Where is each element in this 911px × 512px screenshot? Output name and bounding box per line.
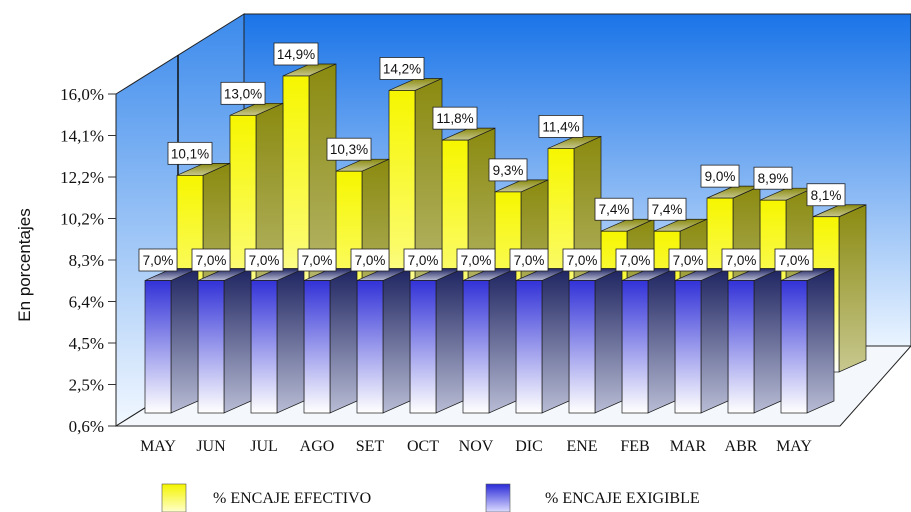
svg-text:7,0%: 7,0% bbox=[355, 253, 386, 268]
svg-text:7,0%: 7,0% bbox=[196, 253, 227, 268]
svg-text:7,0%: 7,0% bbox=[567, 253, 598, 268]
svg-text:9,0%: 9,0% bbox=[705, 169, 736, 184]
y-tick-label: 2,5% bbox=[69, 376, 104, 395]
x-tick-label: OCT bbox=[407, 438, 439, 455]
bar-exigible bbox=[674, 267, 729, 414]
data-labels: 10,1% 13,0% 14,9% 10,3% 14,2% 11,8% 9,3% 11,4% 7… bbox=[138, 42, 846, 272]
legend-label-exigible: % ENCAJE EXIGIBLE bbox=[545, 490, 700, 507]
data-label-efectivo: 14,9% bbox=[273, 42, 319, 66]
data-label-exigible: 7,0% bbox=[562, 248, 602, 272]
x-tick-label: MAR bbox=[670, 438, 707, 455]
svg-text:7,0%: 7,0% bbox=[143, 253, 174, 268]
legend-swatch-exigible bbox=[485, 483, 511, 512]
bar-exigible bbox=[144, 267, 199, 414]
x-tick-label: FEB bbox=[620, 438, 649, 455]
x-tick-label: MAY bbox=[140, 438, 176, 455]
data-label-exigible: 7,0% bbox=[774, 248, 814, 272]
data-label-exigible: 7,0% bbox=[615, 248, 655, 272]
data-label-efectivo: 7,4% bbox=[647, 197, 687, 221]
data-label-efectivo: 11,8% bbox=[432, 106, 478, 130]
svg-text:7,0%: 7,0% bbox=[461, 253, 492, 268]
bar-exigible bbox=[621, 267, 676, 414]
data-label-exigible: 7,0% bbox=[668, 248, 708, 272]
svg-text:8,1%: 8,1% bbox=[811, 188, 842, 203]
x-tick-label: DIC bbox=[515, 438, 543, 455]
legend-swatch-efectivo bbox=[161, 483, 187, 512]
bar-exigible bbox=[409, 267, 464, 414]
y-tick-label: 12,2% bbox=[60, 168, 104, 187]
x-tick-label: ABR bbox=[725, 438, 758, 455]
svg-text:7,0%: 7,0% bbox=[620, 253, 651, 268]
x-tick-label: AGO bbox=[300, 438, 335, 455]
data-label-exigible: 7,0% bbox=[721, 248, 761, 272]
bar-exigible bbox=[462, 267, 517, 414]
data-label-exigible: 7,0% bbox=[403, 248, 443, 272]
data-label-efectivo: 14,2% bbox=[379, 57, 425, 80]
data-label-exigible: 7,0% bbox=[297, 248, 337, 272]
y-tick-label: 0,6% bbox=[69, 417, 104, 436]
bar-exigible bbox=[250, 267, 305, 414]
data-label-efectivo: 10,1% bbox=[167, 141, 213, 165]
svg-text:7,0%: 7,0% bbox=[673, 253, 704, 268]
svg-text:7,0%: 7,0% bbox=[408, 253, 439, 268]
x-tick-label: JUL bbox=[250, 438, 278, 455]
bar-exigible bbox=[568, 267, 623, 414]
svg-text:10,1%: 10,1% bbox=[171, 146, 209, 161]
data-label-efectivo: 10,3% bbox=[326, 137, 372, 161]
svg-text:7,4%: 7,4% bbox=[652, 202, 683, 217]
x-tick-label: NOV bbox=[459, 438, 494, 455]
x-tick-label: SET bbox=[356, 438, 385, 455]
svg-text:10,3%: 10,3% bbox=[330, 142, 368, 157]
y-tick-label: 4,5% bbox=[69, 334, 104, 353]
y-axis-label: En porcentajes bbox=[15, 208, 34, 321]
data-label-exigible: 7,0% bbox=[191, 248, 231, 272]
data-label-efectivo: 9,0% bbox=[700, 164, 740, 188]
data-label-efectivo: 9,3% bbox=[488, 158, 528, 182]
y-tick-label: 8,3% bbox=[69, 251, 104, 270]
y-tick-label: 14,1% bbox=[60, 127, 104, 146]
svg-text:7,0%: 7,0% bbox=[514, 253, 545, 268]
bar-exigible bbox=[303, 267, 358, 414]
data-label-exigible: 7,0% bbox=[509, 248, 549, 272]
svg-text:14,9%: 14,9% bbox=[277, 47, 315, 62]
data-label-efectivo: 8,9% bbox=[753, 166, 793, 190]
x-tick-label: JUN bbox=[196, 438, 226, 455]
svg-text:11,8%: 11,8% bbox=[436, 111, 473, 126]
x-tick-label: ENE bbox=[566, 438, 597, 455]
data-label-efectivo: 8,1% bbox=[806, 183, 846, 207]
bar-exigible bbox=[197, 267, 252, 414]
data-label-exigible: 7,0% bbox=[138, 248, 178, 272]
y-tick-label: 16,0% bbox=[60, 85, 104, 104]
svg-text:7,0%: 7,0% bbox=[302, 253, 333, 268]
legend: % ENCAJE EFECTIVO % ENCAJE EXIGIBLE bbox=[161, 483, 700, 512]
svg-text:7,0%: 7,0% bbox=[779, 253, 810, 268]
bar-exigible bbox=[356, 267, 411, 414]
svg-text:7,4%: 7,4% bbox=[599, 202, 630, 217]
svg-text:9,3%: 9,3% bbox=[493, 163, 524, 178]
bars bbox=[144, 63, 867, 414]
bar-exigible bbox=[780, 267, 835, 414]
legend-label-efectivo: % ENCAJE EFECTIVO bbox=[213, 490, 371, 507]
bar-exigible bbox=[727, 267, 782, 414]
y-tick-label: 6,4% bbox=[69, 293, 104, 312]
data-label-efectivo: 7,4% bbox=[594, 197, 634, 221]
data-label-exigible: 7,0% bbox=[350, 248, 390, 272]
x-tick-label: MAY bbox=[776, 438, 812, 455]
x-axis: MAY JUN JUL AGO SET OCT NOV DIC ENE FEB MAR ABR MAY bbox=[140, 438, 812, 455]
y-axis: 0,6% 2,5% 4,5% 6,4% 8,3% 10,2% 12,2% 14,1% 16,0% bbox=[60, 85, 116, 436]
y-tick-label: 10,2% bbox=[60, 210, 104, 229]
bar-exigible bbox=[515, 267, 570, 414]
data-label-efectivo: 13,0% bbox=[220, 81, 266, 105]
svg-text:13,0%: 13,0% bbox=[224, 86, 262, 101]
svg-text:8,9%: 8,9% bbox=[758, 171, 789, 186]
svg-text:11,4%: 11,4% bbox=[542, 119, 579, 134]
data-label-efectivo: 11,4% bbox=[538, 115, 584, 138]
data-label-exigible: 7,0% bbox=[244, 248, 284, 272]
svg-text:7,0%: 7,0% bbox=[249, 253, 280, 268]
svg-text:14,2%: 14,2% bbox=[383, 61, 421, 76]
data-label-exigible: 7,0% bbox=[456, 248, 496, 272]
svg-text:7,0%: 7,0% bbox=[726, 253, 757, 268]
